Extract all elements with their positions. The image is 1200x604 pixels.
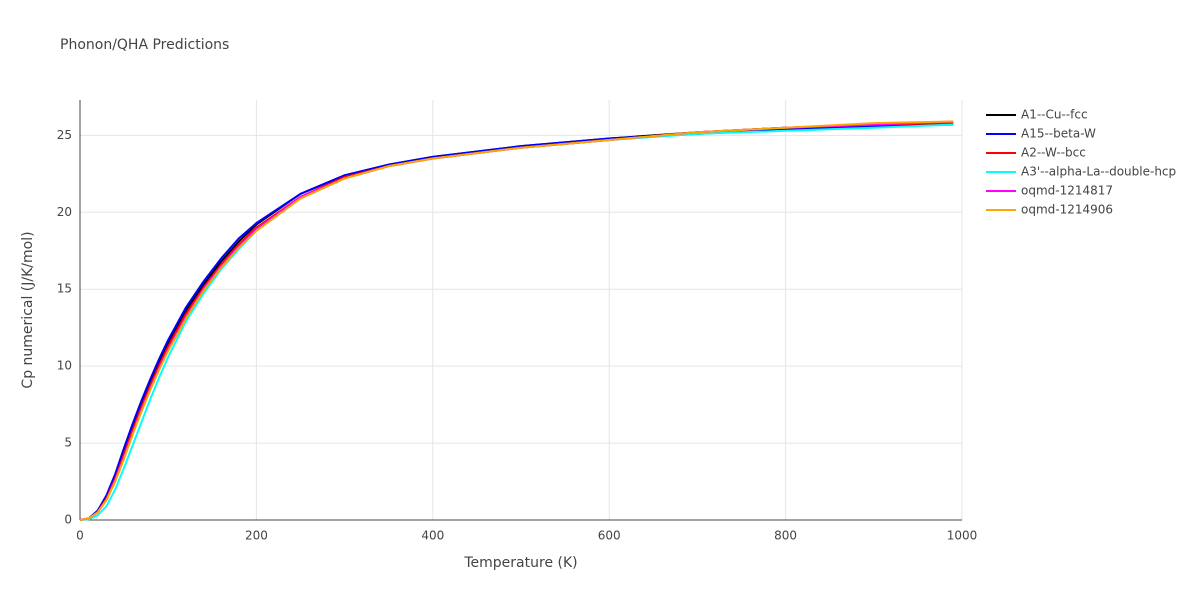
x-tick-label: 0	[76, 529, 84, 543]
legend-label: A2--W--bcc	[1021, 146, 1086, 160]
series-line	[79, 120, 954, 521]
y-tick-label: 20	[57, 205, 72, 219]
x-tick-label: 800	[774, 529, 797, 543]
legend-label: oqmd-1214906	[1021, 203, 1113, 217]
series-line	[79, 123, 954, 521]
legend-label: A15--beta-W	[1021, 127, 1096, 141]
series-line	[79, 120, 954, 521]
y-tick-label: 0	[64, 513, 72, 527]
y-axis-label: Cp numerical (J/K/mol)	[20, 231, 36, 388]
x-tick-label: 1000	[947, 529, 978, 543]
y-tick-label: 10	[57, 359, 72, 373]
x-tick-label: 600	[598, 529, 621, 543]
x-axis-label: Temperature (K)	[463, 555, 577, 571]
legend-label: A3'--alpha-La--double-hcp	[1021, 165, 1176, 179]
legend-label: oqmd-1214817	[1021, 184, 1113, 198]
x-tick-label: 400	[421, 529, 444, 543]
series-line	[79, 123, 954, 521]
series-line	[79, 122, 954, 521]
y-tick-label: 5	[64, 436, 72, 450]
series-line	[79, 122, 954, 521]
y-tick-label: 25	[57, 128, 72, 142]
legend-label: A1--Cu--fcc	[1021, 108, 1088, 122]
y-tick-label: 15	[57, 282, 72, 296]
x-tick-label: 200	[245, 529, 268, 543]
chart-title: Phonon/QHA Predictions	[60, 37, 229, 53]
